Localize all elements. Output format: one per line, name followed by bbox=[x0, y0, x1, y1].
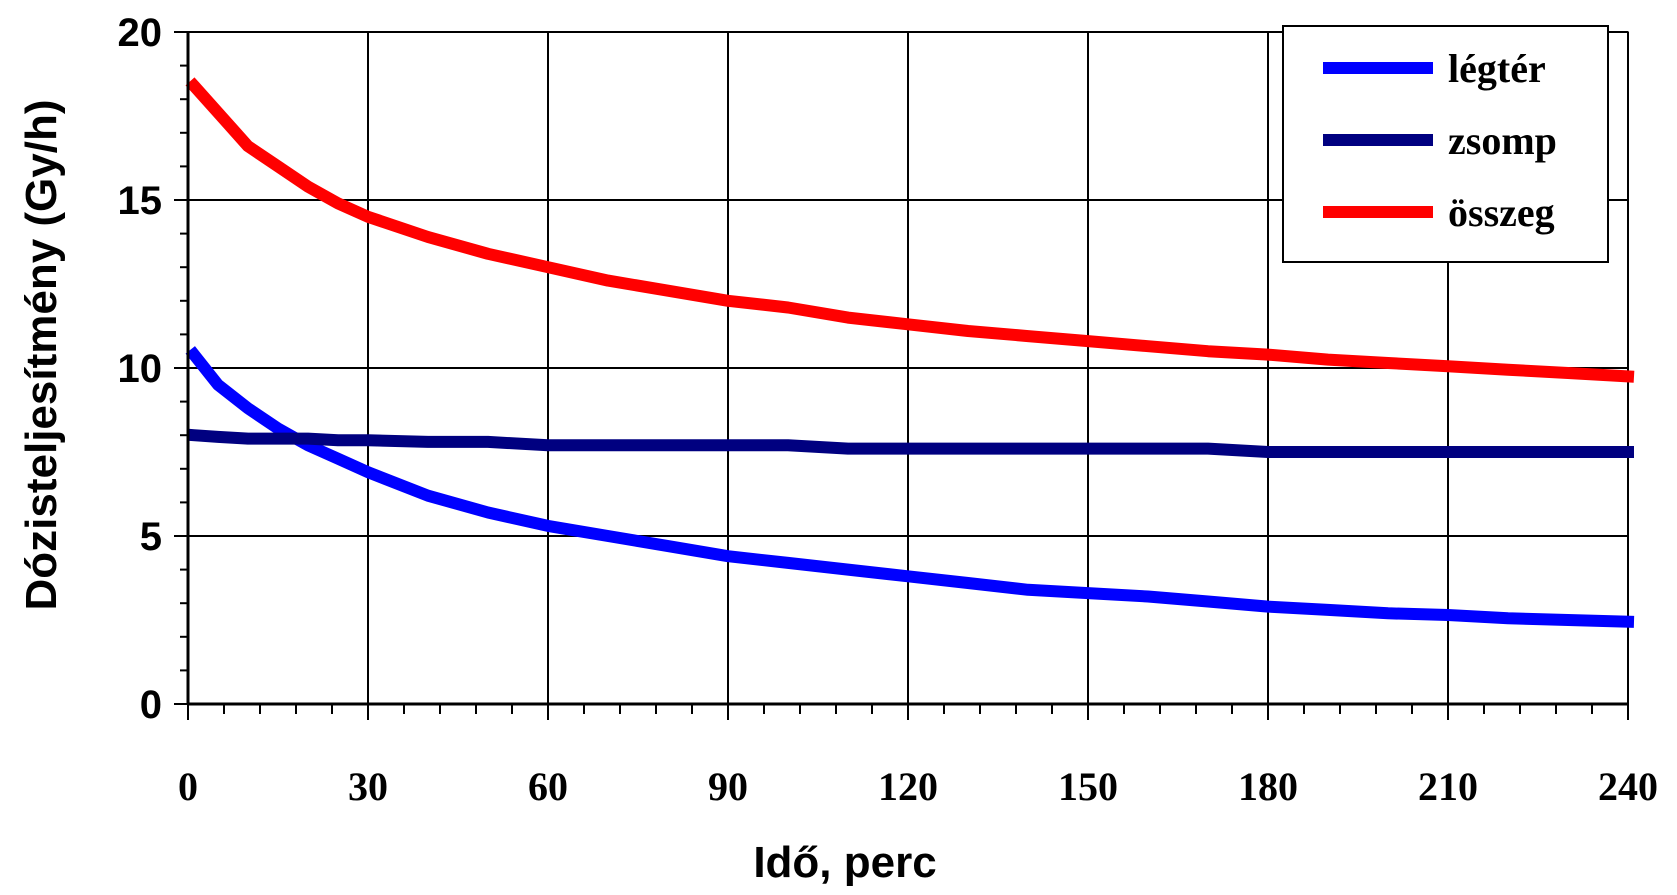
y-tick-label: 20 bbox=[118, 11, 163, 55]
series-osszeg-line bbox=[185, 77, 1635, 383]
x-tick-label: 240 bbox=[1598, 764, 1658, 809]
x-tick-label: 90 bbox=[708, 764, 748, 809]
x-tick-labels: 0 30 60 90 120 150 180 210 240 bbox=[178, 764, 1658, 809]
y-tick-label: 10 bbox=[118, 347, 163, 391]
x-tick-label: 180 bbox=[1238, 764, 1298, 809]
legend-label-zsomp: zsomp bbox=[1448, 118, 1557, 163]
x-axis-label: Idő, perc bbox=[753, 838, 936, 887]
y-tick-label: 5 bbox=[140, 515, 162, 559]
legend-label-legter: légtér bbox=[1448, 46, 1546, 91]
x-tick-label: 120 bbox=[878, 764, 938, 809]
axes bbox=[174, 31, 1629, 720]
series-lines bbox=[185, 77, 1635, 628]
series-legter-line bbox=[185, 346, 1635, 628]
series-zsomp-line bbox=[187, 428, 1634, 458]
y-tick-label: 15 bbox=[118, 179, 163, 223]
y-tick-labels: 0 5 10 15 20 bbox=[118, 11, 163, 727]
y-axis-label: Dózisteljesítmény (Gy/h) bbox=[17, 99, 66, 610]
legend-label-osszeg: összeg bbox=[1448, 190, 1555, 235]
legend: légtér zsomp összeg bbox=[1282, 25, 1609, 263]
x-tick-label: 0 bbox=[178, 764, 198, 809]
x-tick-label: 210 bbox=[1418, 764, 1478, 809]
x-tick-label: 30 bbox=[348, 764, 388, 809]
x-tick-label: 150 bbox=[1058, 764, 1118, 809]
x-tick-label: 60 bbox=[528, 764, 568, 809]
y-tick-label: 0 bbox=[140, 683, 162, 727]
